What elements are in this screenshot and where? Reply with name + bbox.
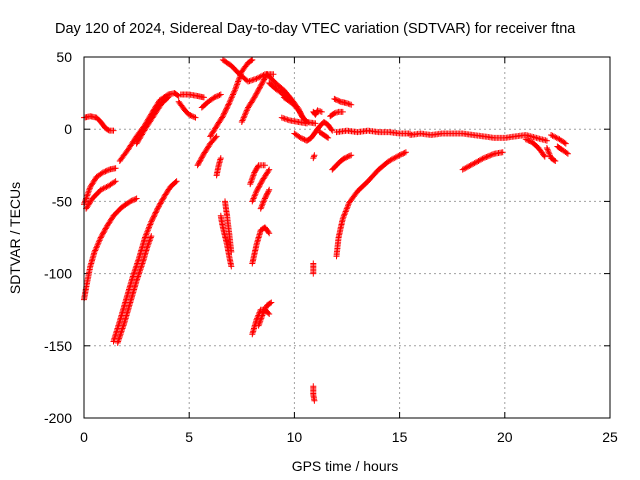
series-t32 (310, 383, 318, 404)
series-t37 (329, 152, 355, 173)
y-tick-label: 50 (56, 49, 72, 65)
series-t38 (333, 149, 409, 260)
series-t02 (81, 113, 117, 134)
y-tick-label: -150 (44, 338, 72, 354)
data-point-markers (543, 145, 559, 164)
series-t33 (310, 107, 325, 118)
data-point-markers (266, 80, 289, 101)
data-point-markers (327, 108, 346, 120)
ticks: 0 5 10 15 20 25 -200 -150 -100 -50 0 50 (44, 49, 618, 445)
x-tick-label: 5 (185, 429, 193, 445)
series-t28 (266, 80, 289, 101)
series-t11 (198, 91, 224, 111)
y-tick-label: -50 (52, 193, 72, 209)
data-point-markers (554, 143, 571, 157)
series-t27 (278, 114, 310, 127)
data-point-markers (329, 152, 355, 173)
data-point-markers (310, 383, 318, 404)
series-t30 (310, 152, 318, 162)
series-t41 (459, 149, 506, 173)
series-t29 (291, 119, 336, 144)
grid (84, 57, 610, 418)
x-tick-label: 20 (497, 429, 513, 445)
x-tick-label: 10 (287, 429, 303, 445)
series-t23 (255, 299, 275, 329)
data-point-markers (194, 133, 220, 169)
x-tick-label: 15 (392, 429, 408, 445)
data-point-markers (213, 155, 224, 179)
series-t36 (331, 95, 355, 108)
series-t08 (133, 94, 172, 147)
data-point-markers (278, 114, 310, 127)
series-t39 (333, 127, 414, 137)
series-t10 (177, 91, 207, 101)
x-tick-label: 0 (80, 429, 88, 445)
series-t43 (543, 145, 559, 164)
series-t19 (247, 162, 268, 188)
chart-title: Day 120 of 2024, Sidereal Day-to-day VTE… (55, 21, 576, 37)
data-point-markers (249, 166, 273, 205)
series-t35 (327, 108, 346, 120)
plot-frame (83, 56, 611, 419)
series-t09 (175, 98, 199, 121)
data-point-markers (249, 224, 273, 267)
data-point-markers (257, 186, 273, 212)
data-points (81, 56, 571, 404)
data-point-markers (459, 149, 506, 173)
data-point-markers (83, 178, 119, 212)
data-point-markers (548, 132, 569, 147)
data-point-markers (247, 162, 268, 188)
series-t44 (548, 132, 569, 147)
series-t45 (554, 143, 571, 157)
y-tick-label: -100 (44, 266, 72, 282)
data-point-markers (310, 107, 325, 118)
data-point-markers (331, 95, 355, 108)
data-point-markers (407, 130, 550, 144)
data-point-markers (238, 71, 270, 125)
data-point-markers (333, 149, 409, 260)
series-t06 (114, 233, 155, 346)
series-t24 (257, 186, 273, 212)
data-point-markers (81, 113, 117, 134)
data-point-markers (177, 91, 207, 101)
data-point-markers (133, 94, 172, 147)
series-t21 (249, 224, 273, 267)
series-t16 (222, 198, 235, 255)
data-point-markers (333, 127, 414, 137)
data-point-markers (316, 129, 332, 141)
data-point-markers (255, 299, 275, 329)
series-t14 (213, 155, 224, 179)
data-point-markers (114, 233, 155, 346)
x-tick-label: 25 (602, 429, 618, 445)
data-point-markers (522, 136, 548, 160)
series-t04 (83, 178, 119, 212)
data-point-markers (310, 152, 318, 162)
y-tick-label: 0 (64, 121, 72, 137)
y-tick-label: -200 (44, 410, 72, 426)
series-t31 (310, 260, 317, 277)
series-t18 (238, 71, 270, 125)
y-axis-label: SDTVAR / TECUs (7, 182, 23, 294)
series-t40 (407, 130, 550, 144)
data-point-markers (198, 91, 224, 111)
data-point-markers (222, 198, 235, 255)
series-t42 (522, 136, 548, 160)
data-point-markers (310, 260, 317, 277)
data-point-markers (175, 98, 199, 121)
series-t34 (316, 129, 332, 141)
data-point-markers (110, 178, 180, 345)
x-axis-label: GPS time / hours (292, 458, 399, 474)
data-point-markers (291, 119, 336, 144)
series-t05 (110, 178, 180, 345)
series-t20 (249, 166, 273, 205)
series-t12 (194, 133, 220, 169)
